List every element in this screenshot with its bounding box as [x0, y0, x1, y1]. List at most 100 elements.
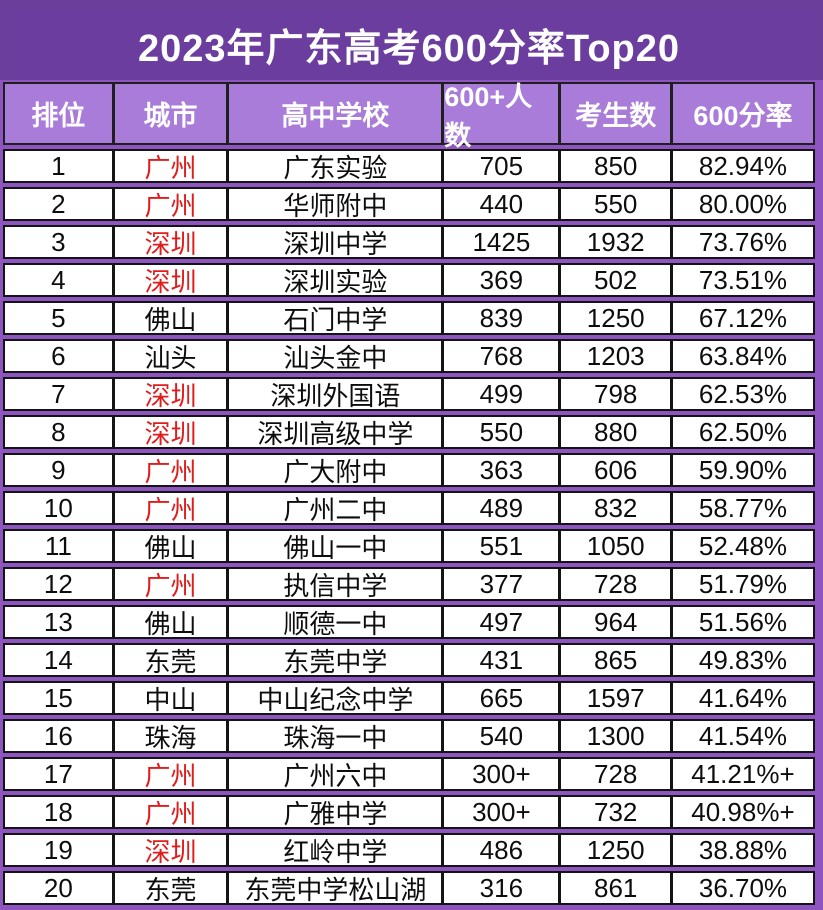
school-cell: 广大附中	[226, 455, 441, 485]
rate-cell: 51.79%	[669, 569, 813, 599]
count600-cell: 486	[441, 835, 558, 865]
rate-cell: 40.98%+	[669, 797, 813, 827]
table-row: 2 广州 华师附中 440 550 80.00%	[3, 187, 815, 221]
city-cell: 广州	[111, 493, 227, 523]
city-cell: 广州	[111, 189, 227, 219]
city-cell: 深圳	[111, 227, 227, 257]
table-row: 5 佛山 石门中学 839 1250 67.12%	[3, 301, 815, 335]
column-header-rank: 排位	[31, 101, 86, 131]
school-cell: 广州二中	[226, 493, 441, 523]
rate-cell: 38.88%	[669, 835, 813, 865]
city-cell: 东莞	[111, 645, 227, 675]
table-row: 11 佛山 佛山一中 551 1050 52.48%	[3, 529, 815, 563]
city-cell: 佛山	[111, 607, 227, 637]
city-cell: 佛山	[111, 303, 227, 333]
rate-cell: 80.00%	[669, 189, 813, 219]
count600-cell: 369	[441, 265, 558, 295]
rate-cell: 49.83%	[669, 645, 813, 675]
rate-cell: 73.51%	[669, 265, 813, 295]
rate-cell: 63.84%	[669, 341, 813, 371]
school-cell: 汕头金中	[226, 341, 441, 371]
candidates-cell: 1932	[558, 227, 670, 257]
rank-cell: 8	[51, 417, 66, 447]
candidates-cell: 1300	[558, 721, 670, 751]
column-header-count600: 600+人数	[441, 82, 558, 151]
rate-cell: 36.70%	[669, 873, 813, 903]
table-row: 17 广州 广州六中 300+ 728 41.21%+	[3, 757, 815, 791]
rate-cell: 41.54%	[669, 721, 813, 751]
candidates-cell: 1250	[558, 835, 670, 865]
school-cell: 广雅中学	[226, 797, 441, 827]
candidates-cell: 1250	[558, 303, 670, 333]
table-row: 14 东莞 东莞中学 431 865 49.83%	[3, 643, 815, 677]
candidates-cell: 1597	[558, 683, 670, 713]
rank-cell: 6	[51, 341, 66, 371]
candidates-cell: 728	[558, 759, 670, 789]
rank-cell: 14	[43, 645, 73, 675]
table-header-row: 排位 城市 高中学校 600+人数 考生数 600分率	[3, 82, 815, 151]
count600-cell: 665	[441, 683, 558, 713]
school-cell: 广东实验	[226, 151, 441, 181]
count600-cell: 316	[441, 873, 558, 903]
count600-cell: 1425	[441, 227, 558, 257]
rank-cell: 7	[51, 379, 66, 409]
table-row: 20 东莞 东莞中学松山湖 316 861 36.70%	[3, 871, 815, 905]
rank-cell: 12	[43, 569, 73, 599]
school-cell: 深圳高级中学	[226, 417, 441, 447]
candidates-cell: 880	[558, 417, 670, 447]
school-cell: 广州六中	[226, 759, 441, 789]
table-row: 15 中山 中山纪念中学 665 1597 41.64%	[3, 681, 815, 715]
rank-cell: 3	[51, 227, 66, 257]
table-body: 1 广州 广东实验 705 850 82.94% 2 广州 华师附中 440 5…	[3, 145, 815, 905]
count600-cell: 300+	[441, 797, 558, 827]
candidates-cell: 850	[558, 151, 670, 181]
count600-cell: 768	[441, 341, 558, 371]
school-cell: 珠海一中	[226, 721, 441, 751]
column-header-city: 城市	[111, 84, 227, 143]
city-cell: 佛山	[111, 531, 227, 561]
rank-cell: 17	[43, 759, 73, 789]
rate-cell: 52.48%	[669, 531, 813, 561]
rate-cell: 73.76%	[669, 227, 813, 257]
rank-cell: 11	[44, 531, 72, 561]
candidates-cell: 606	[558, 455, 670, 485]
table-row: 18 广州 广雅中学 300+ 732 40.98%+	[3, 795, 815, 829]
count600-cell: 377	[441, 569, 558, 599]
school-cell: 中山纪念中学	[226, 683, 441, 713]
candidates-cell: 798	[558, 379, 670, 409]
rate-cell: 41.21%+	[669, 759, 813, 789]
rate-cell: 67.12%	[669, 303, 813, 333]
count600-cell: 551	[441, 531, 558, 561]
city-cell: 广州	[111, 455, 227, 485]
table-row: 9 广州 广大附中 363 606 59.90%	[3, 453, 815, 487]
candidates-cell: 502	[558, 265, 670, 295]
city-cell: 深圳	[111, 417, 227, 447]
rate-cell: 82.94%	[669, 151, 813, 181]
school-cell: 东莞中学	[226, 645, 441, 675]
count600-cell: 550	[441, 417, 558, 447]
count600-cell: 489	[441, 493, 558, 523]
rank-cell: 13	[43, 607, 73, 637]
rank-cell: 19	[43, 835, 73, 865]
table-row: 12 广州 执信中学 377 728 51.79%	[3, 567, 815, 601]
candidates-cell: 1203	[558, 341, 670, 371]
city-cell: 汕头	[111, 341, 227, 371]
page-title-text: 2023年广东高考600分率Top20	[137, 27, 681, 70]
count600-cell: 431	[441, 645, 558, 675]
count600-cell: 839	[441, 303, 558, 333]
table-row: 10 广州 广州二中 489 832 58.77%	[3, 491, 815, 525]
rank-cell: 15	[43, 683, 73, 713]
city-cell: 广州	[111, 151, 227, 181]
city-cell: 广州	[111, 759, 227, 789]
candidates-cell: 861	[558, 873, 670, 903]
city-cell: 东莞	[111, 873, 227, 903]
candidates-cell: 832	[558, 493, 670, 523]
rank-cell: 4	[51, 265, 66, 295]
city-cell: 中山	[111, 683, 227, 713]
count600-cell: 499	[441, 379, 558, 409]
school-cell: 红岭中学	[226, 835, 441, 865]
count600-cell: 363	[441, 455, 558, 485]
column-header-candidates: 考生数	[558, 84, 670, 143]
city-cell: 广州	[111, 569, 227, 599]
